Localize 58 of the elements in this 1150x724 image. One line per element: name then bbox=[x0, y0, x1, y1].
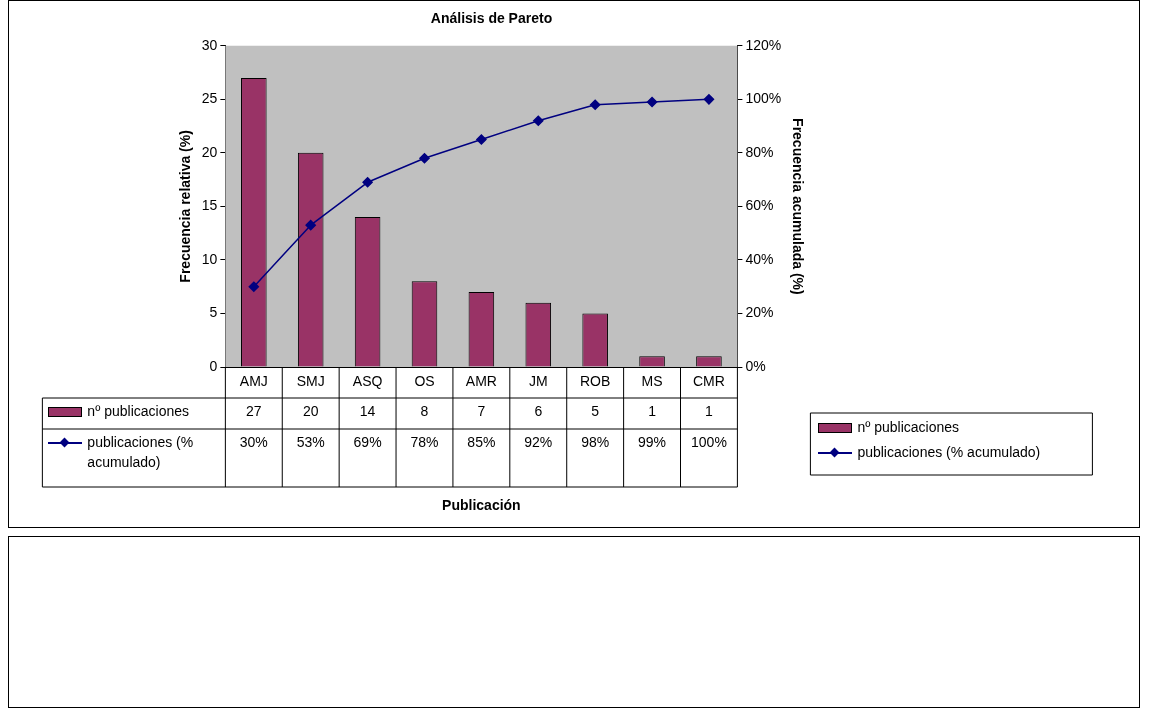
x-tick-label: MS bbox=[641, 373, 663, 390]
point bbox=[476, 134, 487, 145]
x-tick-label: JM bbox=[528, 373, 548, 390]
data-label: 7 bbox=[477, 402, 486, 419]
data-label: 78% bbox=[410, 433, 439, 450]
chart-title: Análisis de Pareto bbox=[430, 10, 553, 27]
y2-tick-label: 40% bbox=[745, 250, 774, 267]
data-label: 5 bbox=[591, 402, 600, 419]
x-tick-label: ROB bbox=[579, 373, 611, 390]
y2-tick-label: 80% bbox=[745, 143, 774, 160]
y-tick-label: 25 bbox=[201, 90, 218, 107]
point bbox=[362, 177, 373, 188]
data-label: 85% bbox=[467, 433, 496, 450]
data-label: 99% bbox=[638, 433, 667, 450]
point bbox=[419, 152, 430, 164]
y2-tick-label: 20% bbox=[745, 304, 774, 321]
point bbox=[305, 219, 316, 231]
y-tick-label: 30 bbox=[201, 36, 218, 53]
data-label: 1 bbox=[705, 402, 714, 419]
y2-axis-title: Frecuencia acumulada (%) bbox=[789, 118, 806, 295]
data-label: 30% bbox=[239, 433, 268, 450]
x-tick-label: OS bbox=[414, 373, 435, 390]
data-label: 8 bbox=[420, 402, 429, 419]
point bbox=[646, 96, 658, 108]
text: publicaciones (% acumulado) bbox=[857, 443, 1041, 460]
legend-label: publicaciones (% acumulado) bbox=[87, 433, 194, 470]
point bbox=[248, 281, 260, 292]
data-label: 69% bbox=[353, 433, 382, 450]
y-tick-label: 20 bbox=[201, 143, 218, 160]
x-tick-label: CMR bbox=[693, 373, 725, 390]
point bbox=[589, 99, 601, 110]
data-label: 98% bbox=[581, 433, 610, 450]
data-label: 27 bbox=[246, 402, 262, 419]
x-tick-label: AMR bbox=[465, 373, 497, 390]
data-label: 53% bbox=[296, 433, 325, 450]
x-tick-label: ASQ bbox=[352, 373, 383, 390]
data-label: 1 bbox=[648, 402, 657, 419]
point bbox=[703, 94, 715, 105]
y-axis-title: Frecuencia relativa (%) bbox=[177, 130, 194, 283]
point bbox=[533, 115, 544, 126]
y-tick-label: 15 bbox=[201, 197, 218, 214]
text: Publicación bbox=[442, 496, 521, 513]
data-label: 92% bbox=[524, 433, 553, 450]
y2-tick-label: 60% bbox=[745, 197, 774, 214]
data-label: 14 bbox=[359, 402, 376, 419]
text: nº publicaciones bbox=[857, 418, 960, 435]
y2-tick-label: 0% bbox=[745, 357, 766, 374]
data-label: 20 bbox=[302, 402, 319, 419]
legend-label: nº publicaciones bbox=[87, 402, 189, 419]
x-tick-label: SMJ bbox=[296, 373, 325, 390]
y-tick-label: 0 bbox=[209, 357, 218, 374]
y2-tick-label: 120% bbox=[745, 36, 782, 53]
data-label: 6 bbox=[534, 402, 543, 419]
x-tick-label: AMJ bbox=[239, 373, 268, 390]
y-tick-label: 10 bbox=[201, 250, 218, 267]
data-label: 100% bbox=[691, 433, 727, 450]
y2-tick-label: 100% bbox=[745, 90, 782, 107]
y-tick-label: 5 bbox=[209, 304, 218, 321]
